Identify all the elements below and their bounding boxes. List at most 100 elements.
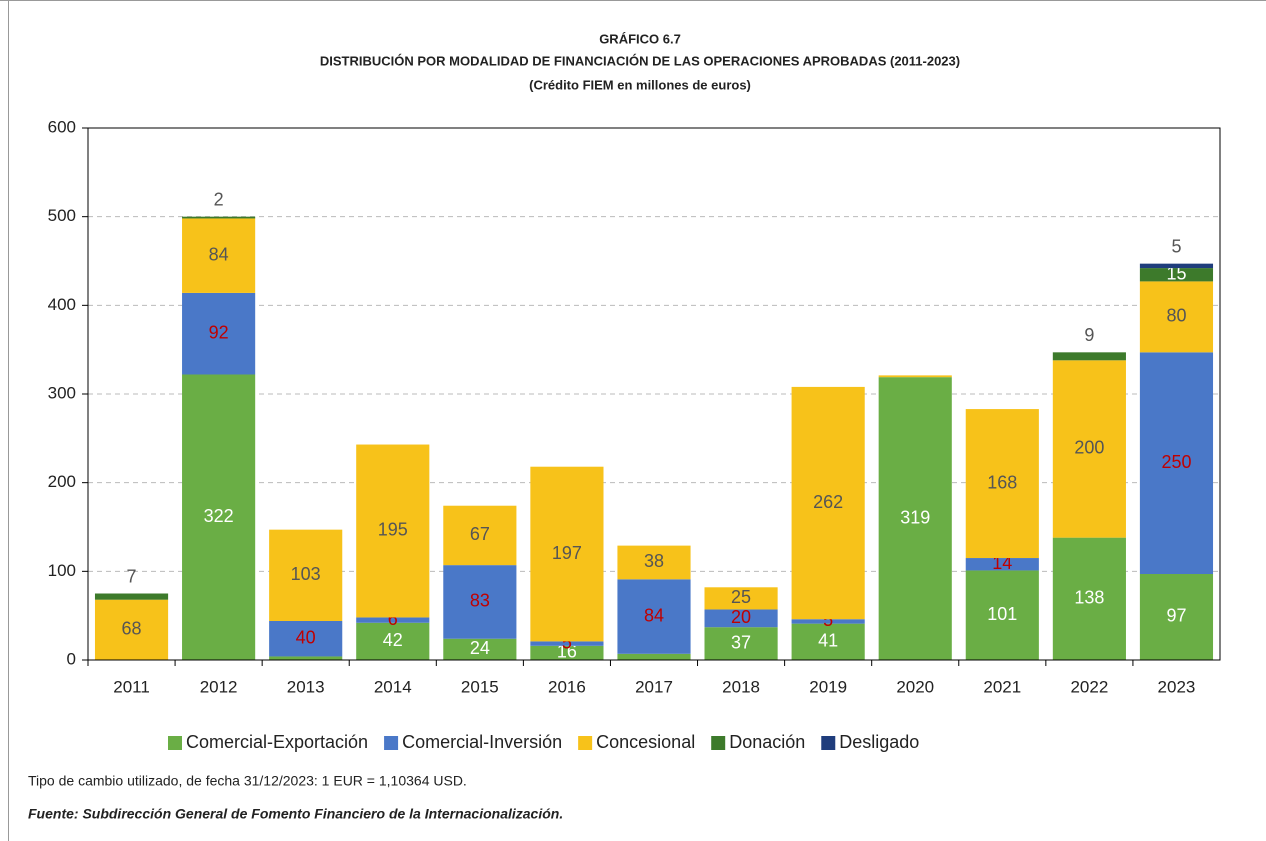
bar-segment	[182, 374, 256, 660]
bar-segment	[617, 579, 691, 654]
data-label: 83	[470, 591, 490, 611]
bar-segment	[182, 292, 256, 375]
data-label: 262	[813, 492, 843, 512]
data-label: 197	[552, 543, 582, 563]
bar-segment	[269, 656, 343, 660]
bar-segment	[94, 599, 169, 660]
bar-segment	[704, 627, 778, 660]
bar-segment	[791, 619, 865, 624]
y-tick-label: 200	[48, 472, 76, 491]
bar-segment	[791, 623, 865, 660]
legend-swatch	[821, 736, 836, 750]
data-label: 319	[900, 507, 930, 527]
bar-segment	[878, 375, 952, 378]
chart-subtitle: DISTRIBUCIÓN POR MODALIDAD DE FINANCIACI…	[320, 53, 960, 68]
data-label: 68	[122, 619, 142, 639]
legend-label: Comercial-Inversión	[402, 732, 562, 752]
bar-segment	[791, 386, 865, 620]
bar-segment	[530, 641, 604, 646]
x-tick-label: 2011	[113, 677, 150, 696]
legend-swatch	[711, 736, 726, 750]
data-label: 103	[291, 564, 321, 584]
data-label: 168	[987, 472, 1017, 492]
y-tick-label: 500	[48, 206, 76, 225]
data-label: 138	[1074, 588, 1104, 608]
data-label: 20	[731, 607, 751, 627]
bar-segment	[530, 466, 604, 642]
bar-segment	[965, 558, 1039, 571]
data-label: 16	[557, 642, 577, 662]
data-label: 322	[204, 506, 234, 526]
x-tick-label: 2022	[1070, 677, 1108, 696]
data-label: 6	[388, 609, 398, 629]
bar-segment	[704, 609, 778, 628]
x-tick-label: 2016	[548, 677, 586, 696]
bar-segment	[182, 216, 256, 219]
bar-segment	[443, 505, 517, 566]
bar-segment	[1052, 352, 1126, 361]
bar-segment	[94, 593, 169, 600]
bar-segment	[356, 444, 430, 618]
bar-segment	[878, 377, 952, 660]
bar-segment	[356, 617, 430, 623]
legend-label: Donación	[729, 732, 805, 752]
x-tick-label: 2020	[896, 677, 934, 696]
data-label: 7	[127, 566, 137, 586]
bar-segment	[1052, 537, 1126, 660]
data-label: 5	[1171, 236, 1181, 256]
x-tick-label: 2019	[809, 677, 847, 696]
legend-label: Comercial-Exportación	[186, 732, 368, 752]
bar-segment	[1139, 352, 1214, 574]
data-label: 84	[644, 605, 664, 625]
x-tick-label: 2018	[722, 677, 760, 696]
data-label: 41	[818, 631, 838, 651]
x-tick-label: 2017	[635, 677, 673, 696]
legend-label: Concesional	[596, 732, 695, 752]
bar-segment	[1139, 268, 1214, 282]
bar-segment	[617, 545, 691, 580]
data-label: 67	[470, 524, 490, 544]
note: Tipo de cambio utilizado, de fecha 31/12…	[28, 773, 467, 789]
x-tick-label: 2014	[374, 677, 412, 696]
data-label: 200	[1074, 438, 1104, 458]
chart-title: GRÁFICO 6.7	[599, 31, 681, 46]
data-label: 80	[1166, 306, 1186, 326]
bar-segment	[617, 653, 691, 660]
plot-frame	[87, 127, 1221, 661]
bar-segment	[443, 565, 517, 639]
data-label: 37	[731, 632, 751, 652]
x-tick-label: 2012	[200, 677, 238, 696]
legend-swatch	[384, 736, 399, 750]
data-label: 24	[470, 638, 490, 658]
bar-segment	[182, 218, 256, 293]
y-tick-label: 600	[48, 117, 76, 136]
bar-segment	[269, 529, 343, 621]
bar-segment	[1139, 263, 1214, 269]
bar-segment	[1139, 573, 1214, 660]
data-label: 97	[1166, 606, 1186, 626]
data-label: 5	[823, 610, 833, 630]
bar-segment	[1052, 360, 1126, 538]
bar-segment	[965, 570, 1039, 660]
x-tick-label: 2013	[287, 677, 325, 696]
data-label: 15	[1166, 263, 1186, 283]
data-label: 195	[378, 520, 408, 540]
data-label: 250	[1161, 452, 1191, 472]
data-label: 5	[562, 632, 572, 652]
x-tick-label: 2021	[983, 677, 1021, 696]
chart-subtitle: (Crédito FIEM en millones de euros)	[529, 77, 751, 92]
bar-segment	[965, 409, 1039, 559]
data-label: 9	[1084, 325, 1094, 345]
bar-segment	[443, 638, 517, 660]
bar-segment	[356, 622, 430, 660]
data-label: 2	[214, 189, 224, 209]
bar-segment	[1139, 281, 1214, 353]
x-tick-label: 2023	[1158, 677, 1196, 696]
legend-swatch	[168, 736, 182, 750]
bar-segment	[704, 587, 778, 610]
bar-segment	[530, 645, 604, 660]
legend-swatch	[578, 736, 593, 750]
source: Fuente: Subdirección General de Fomento …	[28, 806, 563, 822]
data-label: 101	[987, 604, 1017, 624]
